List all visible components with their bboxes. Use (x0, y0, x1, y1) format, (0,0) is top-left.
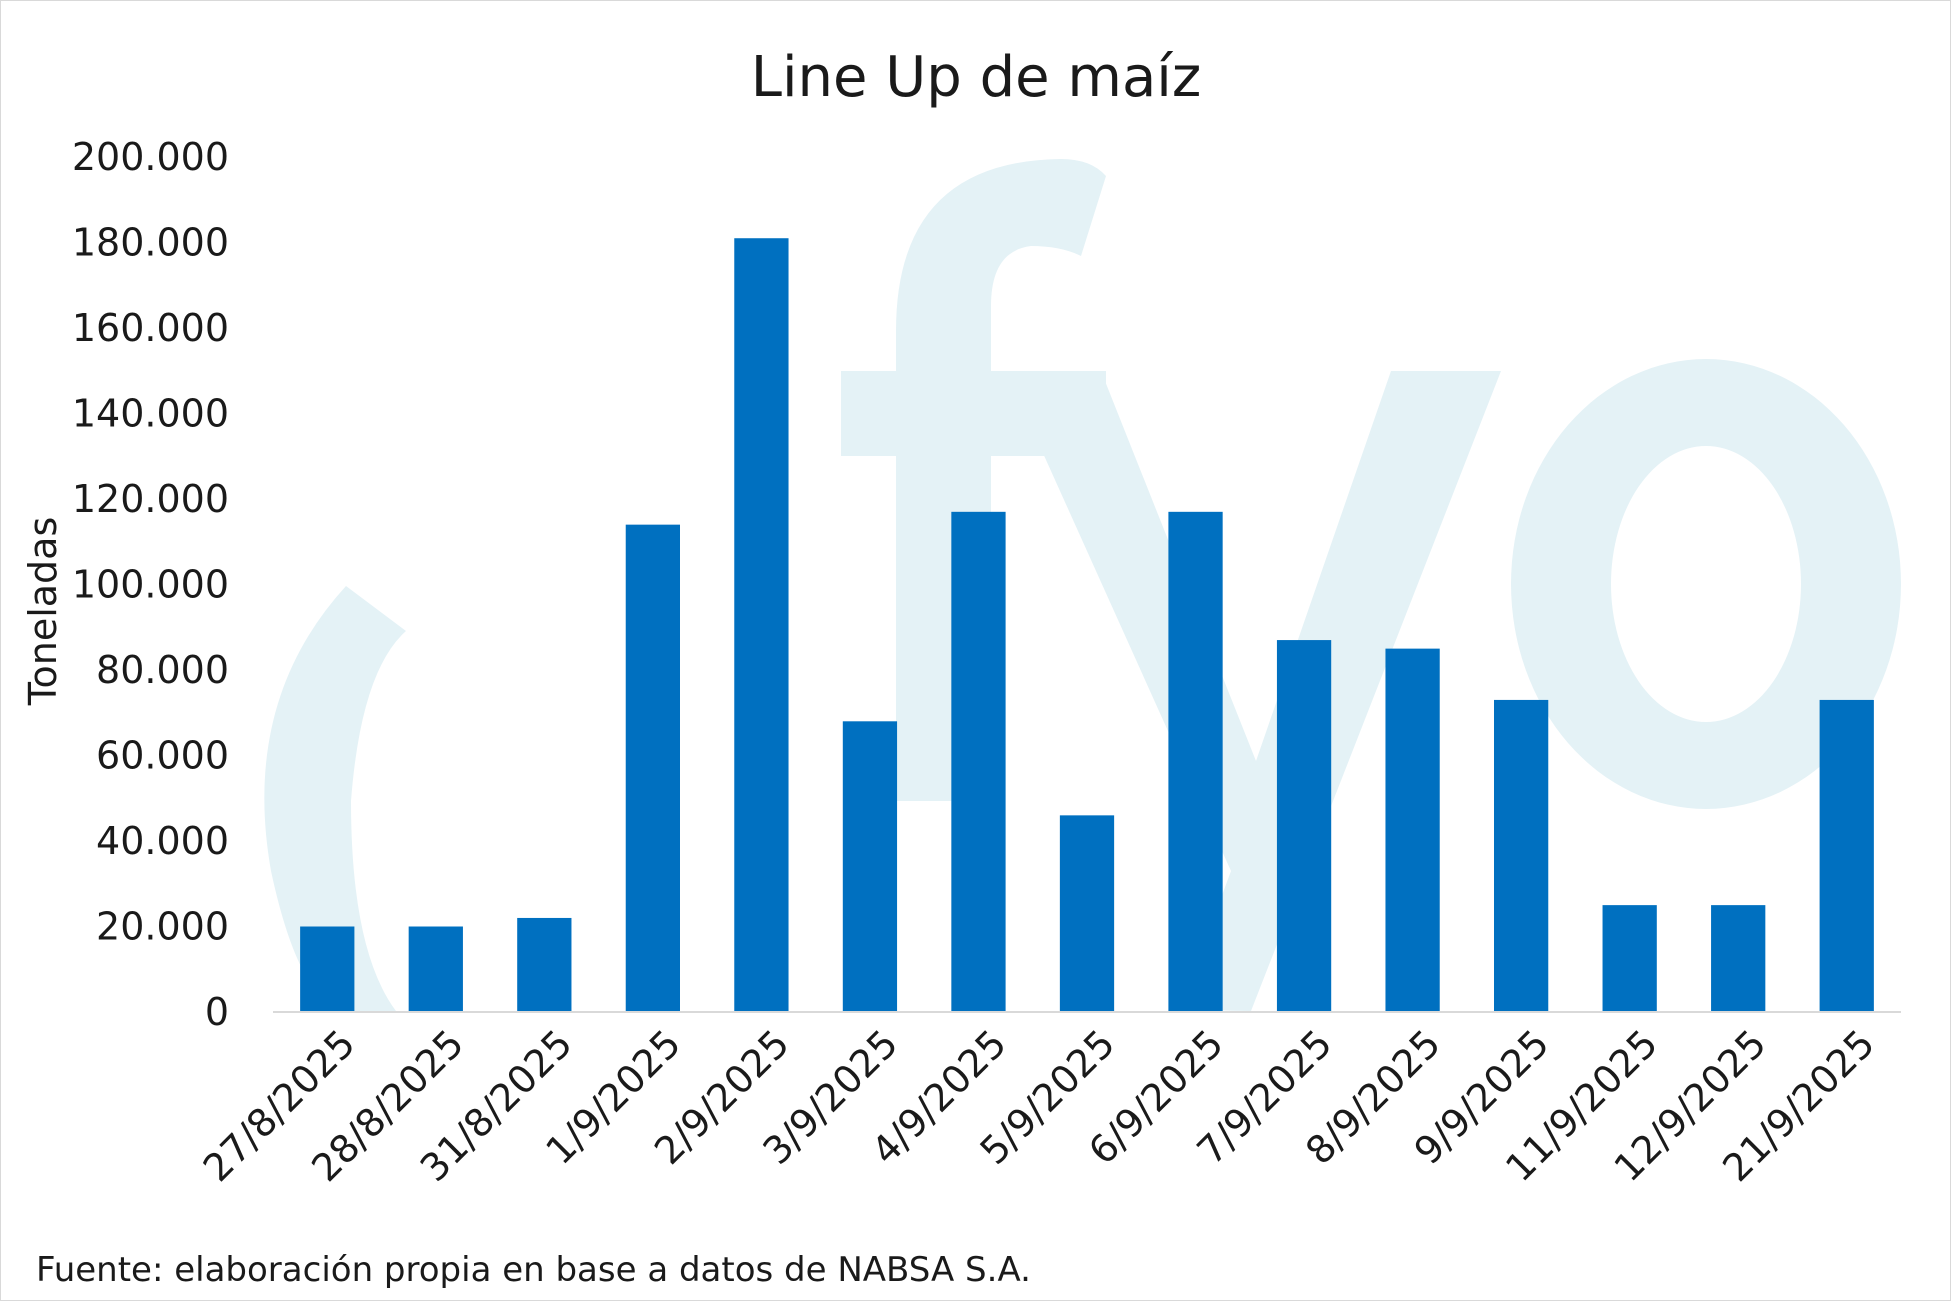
y-tick-label: 200.000 (72, 135, 229, 179)
y-tick-label: 160.000 (72, 306, 229, 350)
y-tick-label: 80.000 (96, 648, 229, 692)
bar (734, 238, 789, 1013)
bars (300, 238, 1874, 1013)
y-tick-label: 40.000 (96, 819, 229, 863)
bar (1494, 699, 1549, 1012)
y-axis-label: Toneladas (21, 517, 65, 707)
fyo-logo-watermark-icon (264, 159, 1901, 1011)
bar (1168, 511, 1223, 1012)
bar (517, 917, 572, 1012)
y-tick-label: 0 (205, 990, 229, 1034)
chart-title: Line Up de maíz (751, 45, 1201, 110)
bar (1602, 905, 1657, 1012)
y-axis-ticks: 0 20.000 40.000 60.000 80.000 100.000 120.000 1… (72, 135, 229, 1034)
bar (951, 511, 1006, 1012)
bar (842, 721, 898, 1012)
bar (1711, 905, 1766, 1012)
y-tick-label: 20.000 (96, 905, 229, 949)
bar (1385, 648, 1440, 1012)
y-tick-label: 100.000 (72, 563, 229, 607)
source-note: Fuente: elaboración propia en base a dat… (36, 1250, 1031, 1290)
bar (625, 524, 680, 1012)
bar (408, 926, 463, 1012)
bar (300, 926, 355, 1012)
bar (1819, 699, 1874, 1012)
x-axis-ticks: 27/8/202528/8/202531/8/20251/9/20252/9/2… (195, 1021, 1883, 1190)
y-tick-label: 140.000 (72, 392, 229, 436)
y-tick-label: 120.000 (72, 477, 229, 521)
y-tick-label: 60.000 (96, 734, 229, 778)
bar (1276, 640, 1332, 1012)
bar (1059, 815, 1115, 1012)
y-tick-label: 180.000 (72, 221, 229, 265)
